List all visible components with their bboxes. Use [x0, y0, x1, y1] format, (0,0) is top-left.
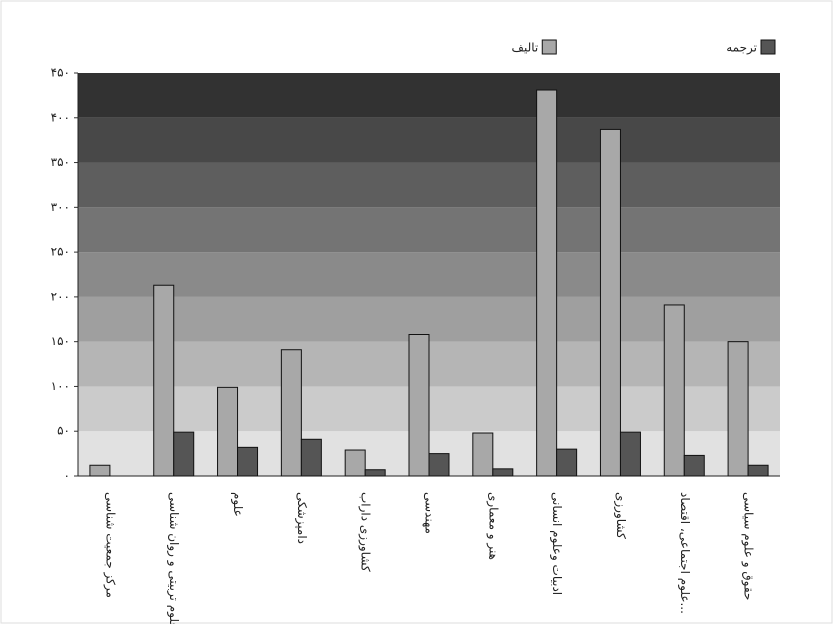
- x-tick-label: حقوق و علوم سیاسی: [741, 492, 756, 600]
- bar: [173, 431, 195, 477]
- y-tick-label: ۴۰۰: [51, 110, 70, 124]
- x-tick-label: ادبیات وعلوم انسانی: [549, 492, 564, 595]
- y-tick-label: ۱۰۰: [51, 379, 70, 393]
- x-tick-label: کشاورزی داراب: [358, 492, 373, 572]
- bar: [237, 446, 259, 477]
- bar: [727, 341, 749, 477]
- bar: [344, 449, 366, 477]
- x-tick-label: مهندسی: [423, 492, 437, 534]
- bar: [153, 284, 175, 477]
- legend-swatch: [541, 39, 557, 55]
- y-tick-label: ۴۵۰: [51, 66, 70, 80]
- plot-band: [78, 73, 780, 118]
- y-tick-label: ۲۵۰: [51, 245, 70, 259]
- bar: [472, 432, 494, 477]
- bar: [300, 438, 322, 477]
- y-tick-label: ۱۵۰: [51, 334, 70, 348]
- y-tick-label: ۲۰۰: [51, 289, 70, 303]
- x-tick-label: علوم تربیتی و روان شناسی: [166, 492, 181, 624]
- plot-band: [78, 252, 780, 297]
- x-tick-label: هنر و معماری: [485, 492, 500, 560]
- x-tick-label: علوم: [230, 492, 245, 517]
- legend-label: تالیف: [512, 41, 539, 55]
- bar: [683, 454, 705, 477]
- bar: [556, 448, 578, 477]
- x-tick-label: علوم اجتماعی، اقتصاد...: [677, 492, 692, 614]
- x-tick-label: مرکز جمعیت شناسی: [102, 492, 117, 598]
- legend-label: ترجمه: [726, 41, 757, 56]
- bar: [428, 453, 450, 477]
- plot-band: [78, 162, 780, 208]
- bar: [747, 464, 769, 477]
- plot-band: [78, 207, 780, 253]
- bar: [599, 128, 621, 477]
- bar: [364, 469, 386, 477]
- plot-band: [78, 117, 780, 163]
- bar: [619, 431, 641, 477]
- bar: [89, 464, 111, 477]
- y-tick-label: ۰: [64, 469, 70, 483]
- legend-swatch: [760, 39, 776, 55]
- y-tick-label: ۵۰: [57, 424, 70, 438]
- x-tick-label: کشاورزی: [613, 492, 628, 539]
- bar: [280, 349, 302, 477]
- bar: [217, 386, 239, 477]
- bar: [492, 468, 514, 477]
- y-tick-label: ۳۰۰: [51, 200, 70, 214]
- bar: [536, 89, 558, 477]
- bar: [408, 334, 430, 477]
- bar: [663, 304, 685, 477]
- x-tick-label: دامپزشکی: [294, 492, 309, 544]
- y-tick-label: ۳۵۰: [51, 155, 70, 169]
